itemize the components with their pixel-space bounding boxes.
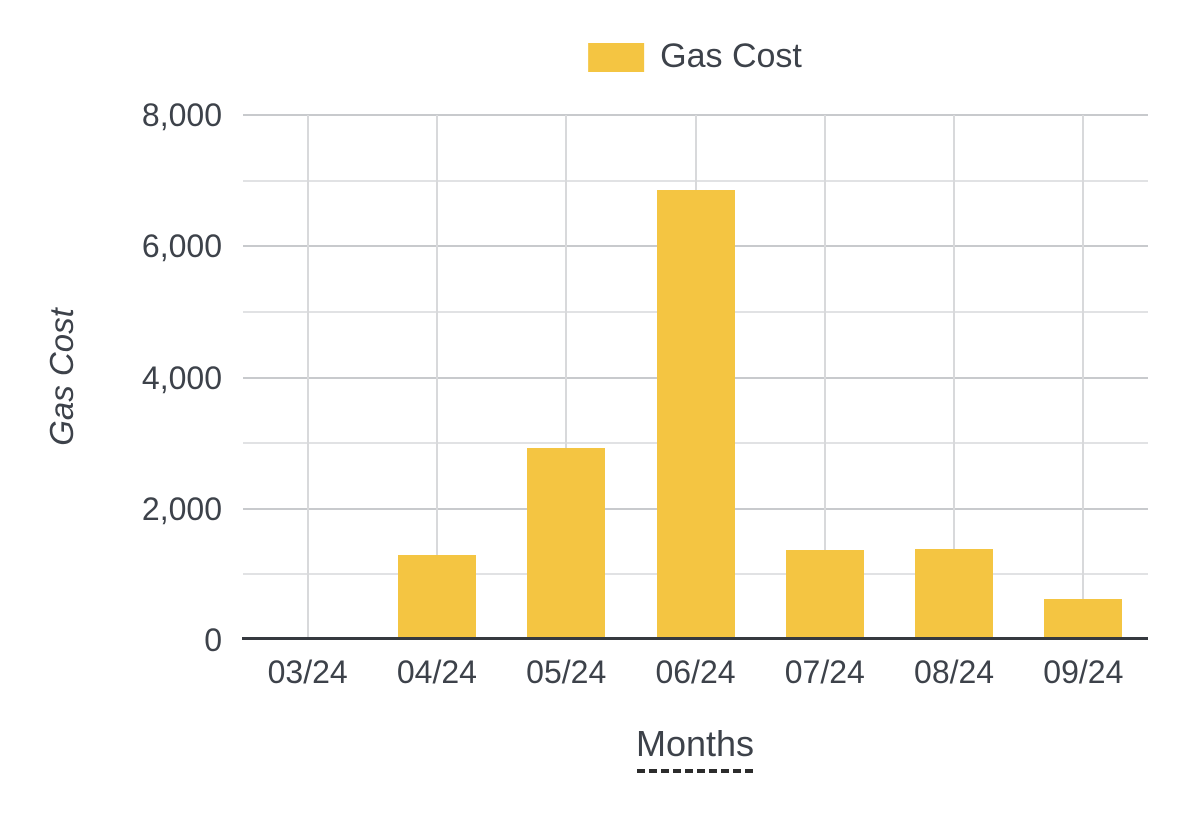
x-tick-label: 03/24 <box>267 654 348 690</box>
gridline-vertical <box>953 115 956 640</box>
x-axis-title-underline <box>637 769 753 773</box>
y-tick-label: 2,000 <box>141 490 222 527</box>
y-tick-label: 4,000 <box>141 359 222 396</box>
y-tick-label: 8,000 <box>141 97 222 133</box>
gridline-vertical <box>565 115 568 640</box>
gridline-vertical <box>823 115 826 640</box>
x-tick-label: 04/24 <box>396 654 477 690</box>
gridline-vertical <box>306 115 309 640</box>
plot-area <box>243 114 1148 640</box>
bar-05-24[interactable] <box>527 447 606 640</box>
legend[interactable]: Gas Cost <box>588 39 802 75</box>
bar-06-24[interactable] <box>656 189 735 640</box>
x-axis-line <box>242 637 1148 640</box>
x-tick-label: 05/24 <box>526 654 607 690</box>
gridline-vertical <box>435 115 438 640</box>
x-tick-label: 06/24 <box>655 654 736 690</box>
x-tick-label: 08/24 <box>914 654 995 690</box>
y-tick-label: 6,000 <box>141 228 222 265</box>
gridline-vertical <box>1082 115 1085 640</box>
bar-07-24[interactable] <box>785 550 864 640</box>
x-tick-label: 09/24 <box>1043 654 1124 690</box>
legend-label: Gas Cost <box>660 37 802 75</box>
bar-04-24[interactable] <box>397 554 476 640</box>
y-tick-label: 0 <box>204 622 222 658</box>
legend-swatch-icon <box>588 42 645 72</box>
x-axis-title: Months <box>635 723 755 764</box>
bar-08-24[interactable] <box>915 548 994 640</box>
x-tick-label: 07/24 <box>784 654 865 690</box>
bar-09-24[interactable] <box>1044 598 1123 640</box>
